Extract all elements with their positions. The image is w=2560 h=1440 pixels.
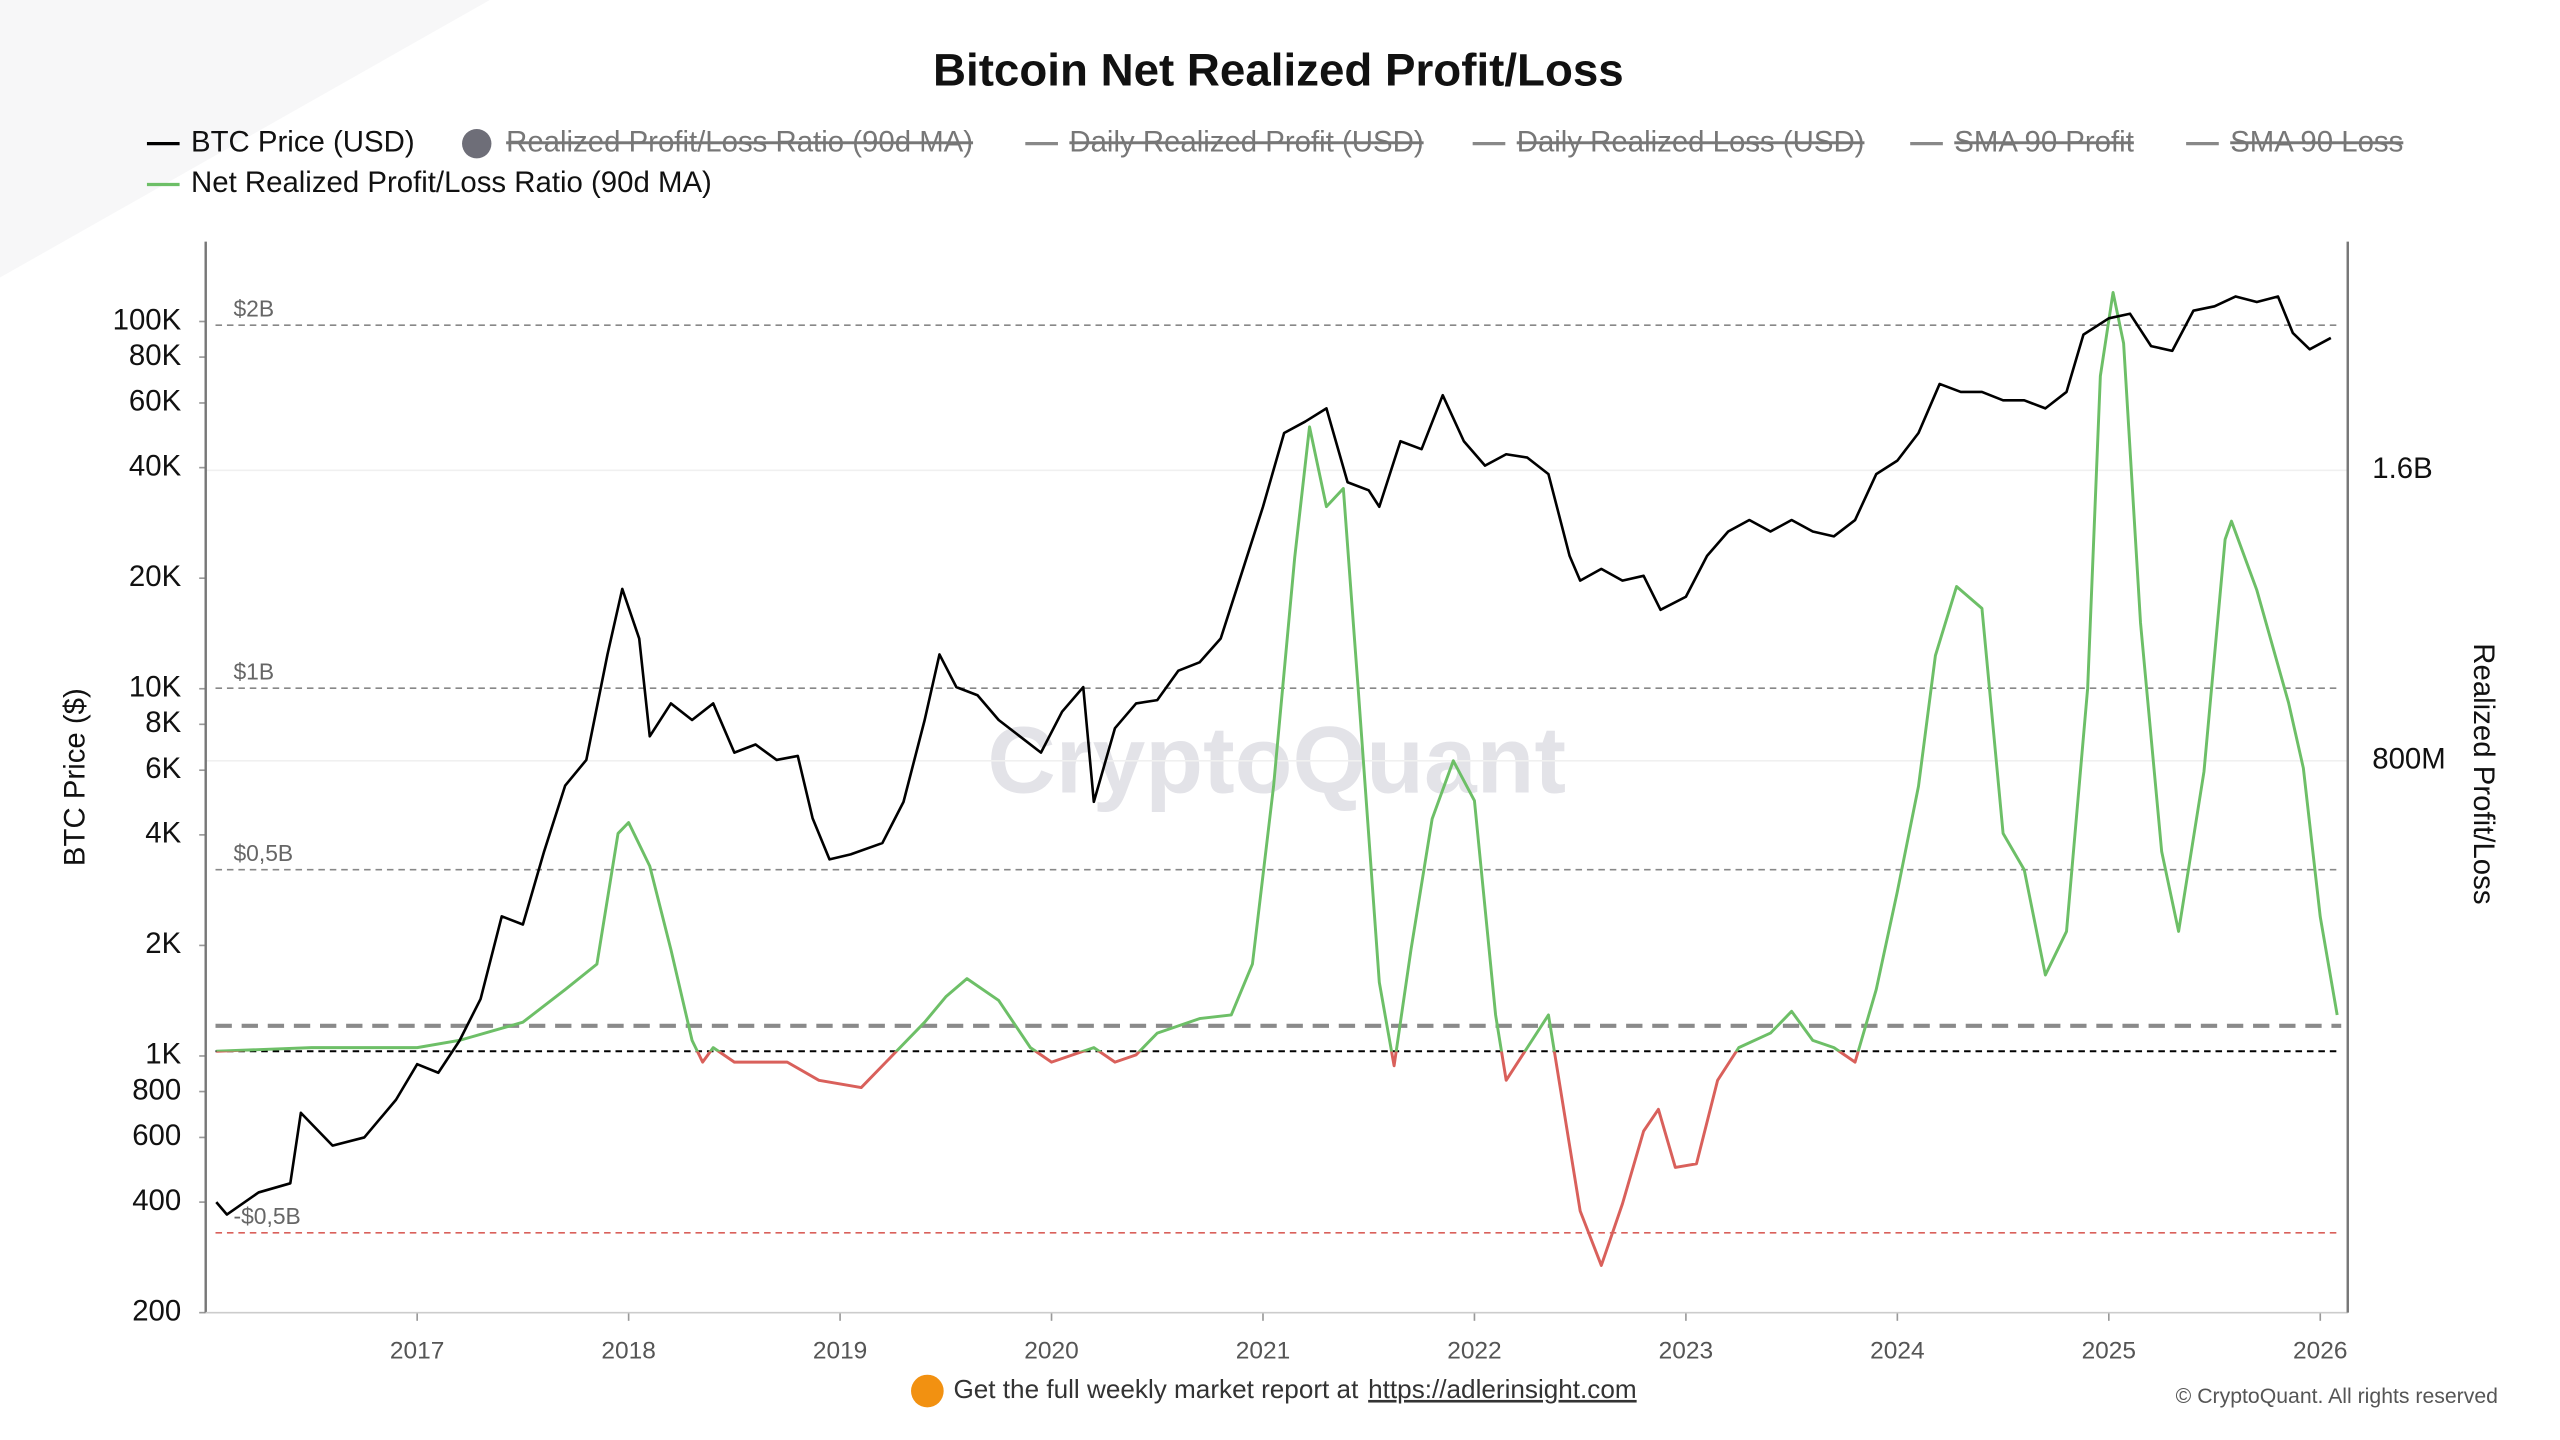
legend-marker — [462, 128, 492, 159]
y-tick-label: 2K — [145, 927, 181, 960]
y-tick-label: 4K — [145, 817, 181, 850]
y-axis-title: BTC Price ($) — [59, 688, 92, 866]
series-line — [216, 290, 2339, 1267]
annotation-label: $0,5B — [233, 840, 293, 866]
y-tick-label: 6K — [145, 752, 181, 785]
y2-tick-label: 1.6B — [2372, 452, 2432, 485]
x-tick-label: 2022 — [1447, 1337, 1501, 1364]
y-tick-label: 600 — [132, 1119, 181, 1152]
legend-label[interactable]: Realized Profit/Loss Ratio (90d MA) — [506, 125, 973, 158]
footer-text: Get the full weekly market report at — [953, 1374, 1359, 1404]
x-tick-label: 2017 — [390, 1337, 444, 1364]
x-tick-label: 2026 — [2293, 1337, 2347, 1364]
annotation-label: $1B — [233, 659, 274, 685]
legend-label[interactable]: Net Realized Profit/Loss Ratio (90d MA) — [191, 166, 712, 199]
x-tick-label: 2023 — [1659, 1337, 1713, 1364]
legend-label[interactable]: SMA 90 Loss — [2230, 125, 2403, 158]
annotation-label: -$0,5B — [233, 1203, 300, 1229]
annotation-label: $2B — [233, 295, 274, 321]
y2-tick-label: 800M — [2372, 743, 2445, 776]
y-tick-label: 200 — [132, 1294, 181, 1327]
x-tick-label: 2025 — [2082, 1337, 2136, 1364]
y-tick-label: 60K — [129, 385, 182, 418]
y-tick-label: 80K — [129, 339, 182, 372]
x-tick-label: 2018 — [601, 1337, 655, 1364]
legend-label[interactable]: Daily Realized Profit (USD) — [1069, 125, 1423, 158]
legend-label[interactable]: SMA 90 Profit — [1954, 125, 2134, 158]
y-tick-label: 40K — [129, 449, 182, 482]
y-tick-label: 8K — [145, 706, 181, 739]
legend-label[interactable]: Daily Realized Loss (USD) — [1517, 125, 1865, 158]
y-tick-label: 1K — [145, 1038, 181, 1071]
y-tick-label: 10K — [129, 670, 182, 703]
footer-link[interactable]: https://adlerinsight.com — [1368, 1374, 1636, 1404]
y-tick-label: 800 — [132, 1073, 181, 1106]
y-tick-label: 400 — [132, 1184, 181, 1217]
x-tick-label: 2024 — [1870, 1337, 1924, 1364]
x-tick-label: 2019 — [813, 1337, 867, 1364]
chart-title: Bitcoin Net Realized Profit/Loss — [933, 45, 1624, 96]
y2-axis-title: Realized Profit/Loss — [2467, 643, 2500, 904]
copyright: © CryptoQuant. All rights reserved — [2176, 1385, 2498, 1408]
legend-label[interactable]: BTC Price (USD) — [191, 125, 415, 158]
y-tick-label: 20K — [129, 560, 182, 593]
footer-icon — [911, 1374, 944, 1408]
y-tick-label: 100K — [113, 303, 182, 336]
x-tick-label: 2020 — [1024, 1337, 1078, 1364]
series-line — [215, 295, 2332, 1216]
x-tick-label: 2021 — [1236, 1337, 1290, 1364]
